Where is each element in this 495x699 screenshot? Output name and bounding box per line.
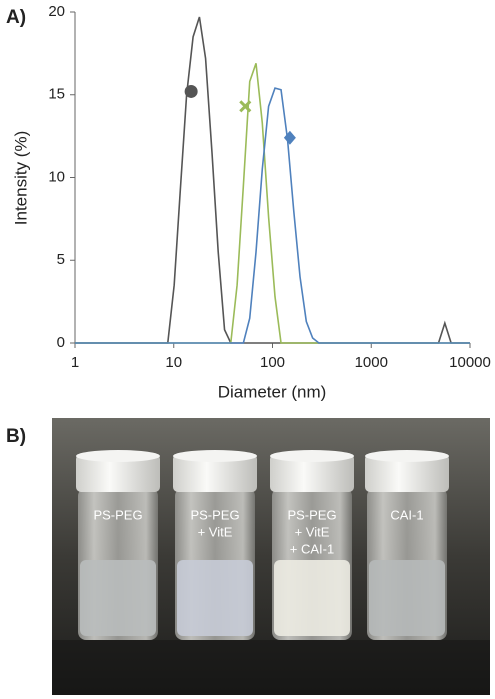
y-tick-label: 20 [48,3,65,20]
vial-liquid [177,560,253,636]
series-line [75,63,470,344]
vial-cap [76,454,160,492]
vial-label: + VitE [295,524,330,539]
series-marker [239,100,252,113]
vial-label: CAI-1 [390,507,423,522]
y-axis-title: Intensity (%) [11,131,30,225]
x-tick-label: 1000 [355,354,388,371]
vial-cap-top [76,450,160,462]
x-tick-label: 10 [165,354,182,371]
x-tick-label: 100 [260,354,285,371]
vial-liquid [274,560,350,636]
series-line [75,16,470,344]
series-marker [283,130,296,145]
marker-shape [239,100,252,113]
vial-cap-top [365,450,449,462]
bench [52,640,490,695]
vial-cap-top [173,450,257,462]
vial-liquid [369,560,445,636]
vial-label: PS-PEG [287,507,336,522]
vial-label: + CAI-1 [290,541,334,556]
panel-label: A) [6,7,26,28]
series-marker [184,84,198,98]
vial-cap [270,454,354,492]
vial-cap [173,454,257,492]
marker-shape [184,84,198,98]
vial-cap-top [270,450,354,462]
y-tick-label: 15 [48,86,65,103]
panel-label: B) [6,426,26,447]
series-line [75,87,470,344]
y-tick-label: 5 [57,251,65,268]
marker-shape [283,130,296,145]
x-axis-title: Diameter (nm) [218,382,327,401]
x-tick-label: 1 [71,354,79,371]
y-tick-label: 0 [57,334,65,351]
vial-label: PS-PEG [190,507,239,522]
vial-cap [365,454,449,492]
vial-liquid [80,560,156,636]
y-tick-label: 10 [48,168,65,185]
vial-label: + VitE [198,524,233,539]
x-tick-label: 10000 [449,354,491,371]
vial-label: PS-PEG [93,507,142,522]
